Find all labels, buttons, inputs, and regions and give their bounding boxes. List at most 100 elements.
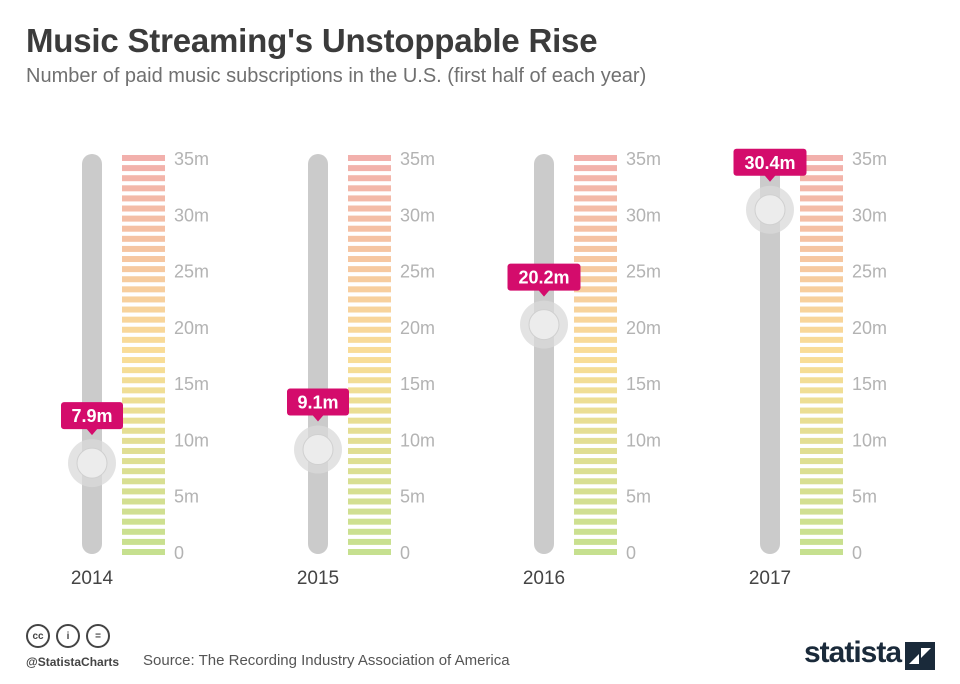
tick-label: 0 <box>852 543 862 563</box>
tick-label: 20m <box>174 318 209 338</box>
slider-track <box>308 154 328 554</box>
value-callout <box>61 402 123 430</box>
scale-stripe <box>574 528 617 535</box>
scale-stripe <box>348 437 391 444</box>
scale-stripe <box>800 427 843 434</box>
scale-stripe <box>122 336 165 343</box>
scale-stripe <box>800 549 843 555</box>
slider-knob <box>528 309 560 341</box>
scale-stripe <box>122 367 165 374</box>
value-callout-pointer <box>86 428 98 436</box>
scale-stripe <box>574 498 617 505</box>
scale-stripe <box>800 518 843 525</box>
value-callout-pointer <box>312 414 324 422</box>
scale-stripe <box>574 165 617 172</box>
scale-stripe <box>122 306 165 313</box>
scale-stripe <box>800 286 843 293</box>
social-handle[interactable]: @StatistaCharts <box>26 655 120 669</box>
tick-label: 5m <box>400 487 425 507</box>
scale-stripe <box>800 357 843 364</box>
scale-stripe <box>574 256 617 263</box>
scale-stripe <box>348 468 391 475</box>
scale-stripe <box>574 357 617 364</box>
scale-stripe <box>574 245 617 252</box>
scale-stripe <box>800 437 843 444</box>
statista-logo[interactable]: statista <box>804 636 902 669</box>
scale-stripe <box>574 185 617 192</box>
scale-stripe <box>574 175 617 182</box>
scale-stripe <box>348 498 391 505</box>
tick-label: 15m <box>174 374 209 394</box>
scale-stripe <box>122 256 165 263</box>
tick-label: 10m <box>852 430 887 450</box>
scale-stripe <box>800 407 843 414</box>
scale-stripe <box>348 549 391 555</box>
attribution-icon: i <box>56 624 80 648</box>
tick-label: 0 <box>174 543 184 563</box>
chart-subtitle: Number of paid music subscriptions in th… <box>26 65 647 87</box>
tick-label: 15m <box>626 374 661 394</box>
scale-stripe <box>800 528 843 535</box>
scale-stripe <box>348 387 391 394</box>
scale-stripe <box>348 508 391 515</box>
scale-stripe <box>800 175 843 182</box>
scale-stripe <box>574 155 617 161</box>
license-icons: cc i = <box>26 624 110 648</box>
value-callout-pointer <box>538 289 550 297</box>
scale-stripe <box>348 417 391 424</box>
scale-stripe <box>122 326 165 333</box>
value-callout <box>287 388 349 416</box>
scale-stripe <box>348 256 391 263</box>
scale-stripe <box>800 326 843 333</box>
scale-stripe <box>122 397 165 404</box>
slider-knob <box>302 434 334 466</box>
scale-stripe <box>800 538 843 545</box>
scale-stripe <box>122 528 165 535</box>
scale-stripe <box>800 447 843 454</box>
scale-stripe <box>800 468 843 475</box>
scale-stripe <box>348 427 391 434</box>
tick-label: 25m <box>626 262 661 282</box>
scale-stripe <box>348 357 391 364</box>
scale-stripe <box>800 195 843 202</box>
scale-stripe <box>800 155 843 161</box>
chart-title: Music Streaming's Unstoppable Rise <box>26 22 598 59</box>
tick-label: 0 <box>400 543 410 563</box>
scale-stripe <box>122 215 165 222</box>
scale-stripe <box>122 346 165 353</box>
slider-track <box>82 154 102 554</box>
scale-stripe <box>574 225 617 232</box>
no-derivatives-icon: = <box>86 624 110 648</box>
scale-stripe <box>348 397 391 404</box>
scale-stripe <box>800 478 843 485</box>
scale-stripe <box>122 458 165 465</box>
scale-stripe <box>574 235 617 242</box>
slider-knob <box>754 194 786 226</box>
scale-stripe <box>574 377 617 384</box>
tick-label: 5m <box>174 487 199 507</box>
tick-label: 15m <box>852 374 887 394</box>
scale-stripe <box>348 155 391 161</box>
scale-stripe <box>348 165 391 172</box>
scale-stripe <box>800 215 843 222</box>
scale-stripe <box>574 478 617 485</box>
scale-stripe <box>122 155 165 161</box>
scale-stripe <box>122 549 165 555</box>
scale-stripe <box>348 215 391 222</box>
scale-stripe <box>122 175 165 182</box>
scale-stripe <box>574 387 617 394</box>
tick-label: 10m <box>174 430 209 450</box>
scale-stripe <box>348 185 391 192</box>
data-label: 7.9m <box>71 406 112 426</box>
scale-stripe <box>800 397 843 404</box>
scale-stripe <box>574 447 617 454</box>
category-label: 2015 <box>297 568 339 589</box>
value-callout-pointer <box>764 174 776 182</box>
tick-label: 35m <box>400 149 435 169</box>
tick-label: 25m <box>400 262 435 282</box>
scale-stripe <box>122 387 165 394</box>
scale-stripe <box>574 205 617 212</box>
statista-logo-icon <box>905 642 935 670</box>
scale-stripe <box>574 508 617 515</box>
scale-stripe <box>122 447 165 454</box>
